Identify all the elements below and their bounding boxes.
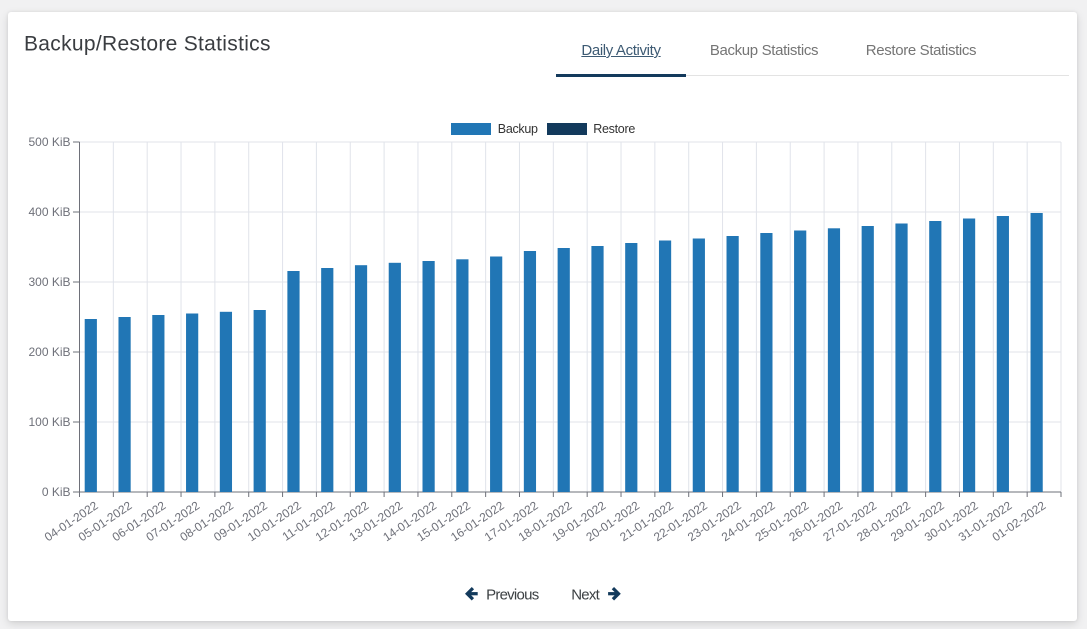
svg-text:Next: Next [571,587,600,604]
svg-text:Restore: Restore [593,122,635,136]
svg-text:0 KiB: 0 KiB [42,485,71,499]
svg-text:Backup/Restore Statistics: Backup/Restore Statistics [24,33,271,56]
svg-text:400 KiB: 400 KiB [28,205,70,219]
svg-text:100 KiB: 100 KiB [28,415,70,429]
svg-text:300 KiB: 300 KiB [28,275,70,289]
svg-text:Previous: Previous [486,587,539,604]
svg-text:200 KiB: 200 KiB [28,345,70,359]
svg-text:500 KiB: 500 KiB [28,135,70,149]
svg-text:Backup: Backup [498,122,538,136]
